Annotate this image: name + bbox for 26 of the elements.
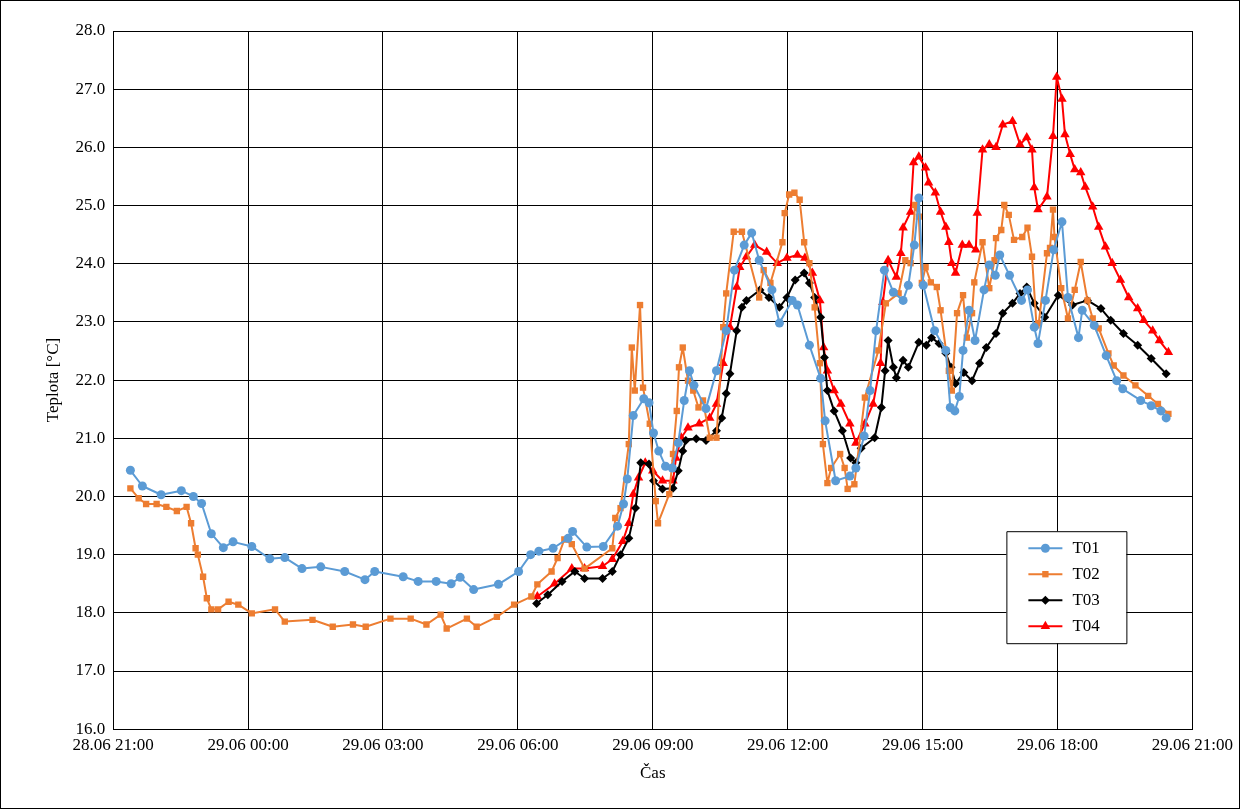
- x-tick-label: 29.06 00:00: [207, 734, 289, 754]
- y-tick-label: 18.0: [75, 602, 106, 622]
- x-tick-label: 29.06 03:00: [342, 734, 424, 754]
- y-axis-title: Teplota [°C]: [42, 337, 62, 423]
- y-tick-label: 21.0: [75, 427, 106, 447]
- legend-label: T04: [1072, 615, 1101, 635]
- y-tick-label: 25.0: [75, 195, 106, 215]
- legend-label: T01: [1072, 537, 1100, 557]
- legend-label: T03: [1072, 589, 1100, 609]
- y-tick-label: 24.0: [75, 253, 106, 273]
- x-tick-label: 29.06 06:00: [477, 734, 559, 754]
- y-tick-label: 20.0: [75, 485, 106, 505]
- y-tick-label: 28.0: [75, 20, 106, 40]
- y-tick-label: 17.0: [75, 660, 106, 680]
- x-axis-title: Čas: [640, 763, 666, 783]
- x-tick-label: 29.06 09:00: [612, 734, 694, 754]
- y-tick-label: 23.0: [75, 311, 106, 331]
- y-tick-label: 19.0: [75, 544, 106, 564]
- x-tick-label: 29.06 15:00: [881, 734, 964, 754]
- y-tick-label: 22.0: [75, 369, 106, 389]
- x-tick-label: 29.06 12:00: [747, 734, 829, 754]
- legend-label: T02: [1072, 563, 1100, 583]
- y-tick-label: 26.0: [75, 136, 106, 156]
- y-tick-label: 27.0: [75, 78, 106, 98]
- x-tick-label: 29.06 18:00: [1016, 734, 1099, 754]
- x-tick-label: 29.06 21:00: [1151, 734, 1234, 754]
